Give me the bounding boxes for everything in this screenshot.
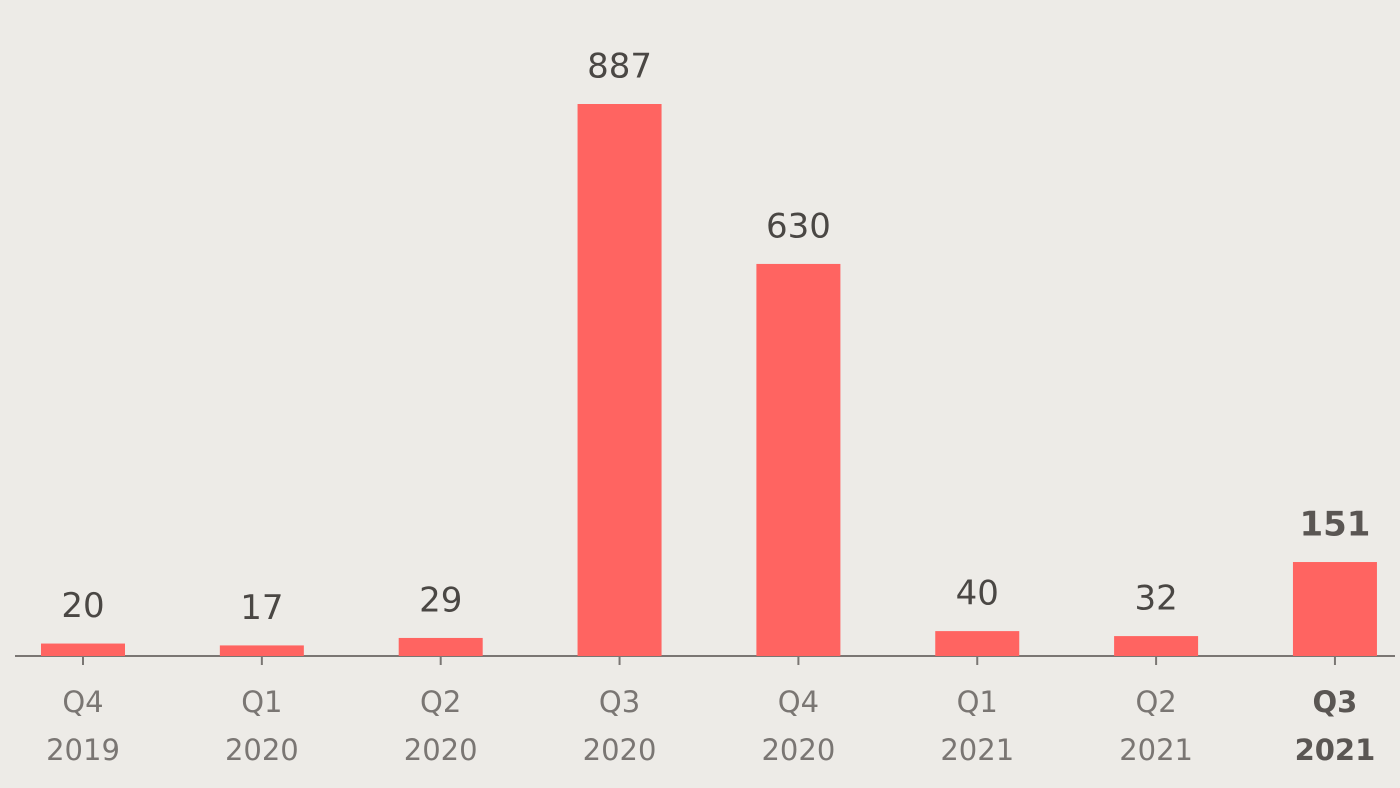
x-tick-label: 2020 <box>761 733 835 767</box>
value-label: 17 <box>240 588 283 628</box>
bar <box>398 637 483 656</box>
value-label: 32 <box>1134 579 1177 619</box>
x-tick-label: Q3 <box>1313 685 1358 719</box>
value-label: 630 <box>766 206 831 246</box>
value-label: 40 <box>956 574 999 614</box>
x-tick-label: 2020 <box>404 733 478 767</box>
bar <box>935 631 1020 656</box>
x-tick-label: 2020 <box>225 733 299 767</box>
bar <box>219 645 304 656</box>
bar <box>756 263 841 656</box>
value-label: 29 <box>419 580 462 620</box>
x-tick-label: 2021 <box>1295 733 1376 767</box>
bar <box>1114 636 1199 656</box>
x-tick-label: Q1 <box>957 685 998 719</box>
x-tick-label: 2021 <box>940 733 1014 767</box>
bar <box>577 104 662 656</box>
x-tick-label: Q1 <box>241 685 282 719</box>
value-label: 887 <box>587 47 652 87</box>
x-tick-label: Q2 <box>1135 685 1176 719</box>
x-tick-label: Q4 <box>62 685 103 719</box>
value-label: 20 <box>61 586 104 626</box>
x-tick-label: 2020 <box>583 733 657 767</box>
x-tick-label: Q4 <box>778 685 819 719</box>
x-tick-label: 2021 <box>1119 733 1193 767</box>
x-tick-label: Q3 <box>599 685 640 719</box>
x-tick-label: 2019 <box>46 733 120 767</box>
x-tick-label: Q2 <box>420 685 461 719</box>
bar <box>41 643 125 656</box>
bar <box>1292 562 1377 656</box>
value-label: 151 <box>1299 505 1370 545</box>
